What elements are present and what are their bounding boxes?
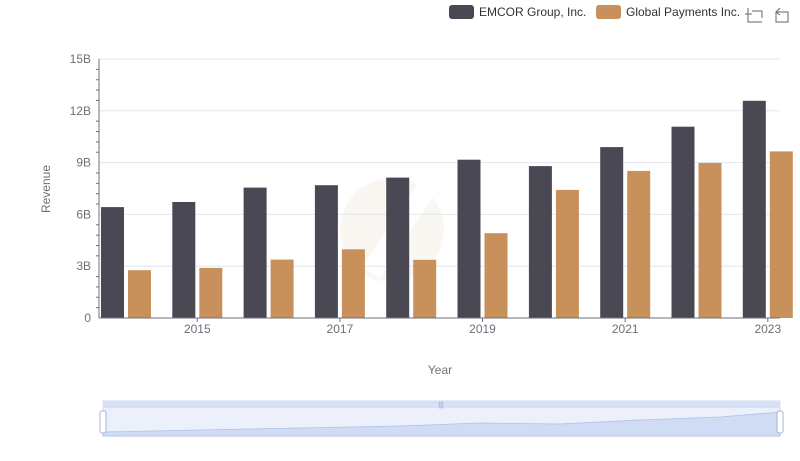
y-tick-label: 9B [76,156,91,170]
legend[interactable]: EMCOR Group, Inc. Global Payments Inc. [449,5,740,19]
bar-emcor-2018[interactable] [386,177,410,318]
bar-emcor-2019[interactable] [457,159,481,318]
bar-global-payments-2022[interactable] [698,162,722,318]
x-axis-ticks: 2015 2017 2019 2021 2023 [184,318,781,336]
bar-global-payments-2017[interactable] [341,249,365,318]
slider-grip-icon: ||| [438,402,444,409]
legend-label-emcor: EMCOR Group, Inc. [479,5,586,19]
x-tick-label: 2017 [327,322,354,336]
bar-emcor-2021[interactable] [600,147,624,318]
restore-icon[interactable] [775,7,789,23]
bar-global-payments-2019[interactable] [484,233,508,318]
x-tick-label: 2023 [754,322,781,336]
slider-area [102,411,781,437]
bar-emcor-2016[interactable] [243,187,267,318]
y-axis-title: Revenue [39,165,53,213]
bar-emcor-2023[interactable] [742,100,766,318]
bar-global-payments-2018[interactable] [413,259,437,318]
zoom-icon[interactable] [745,8,763,23]
legend-swatch-emcor [449,5,474,19]
bars[interactable] [101,100,793,318]
legend-swatch-global-payments [596,5,621,19]
bar-emcor-2015[interactable] [172,202,196,318]
bar-emcor-2017[interactable] [314,185,338,318]
slider-left-handle[interactable] [99,410,107,434]
legend-label-global-payments: Global Payments Inc. [626,5,740,19]
bar-emcor-2022[interactable] [671,126,695,318]
bar-global-payments-2016[interactable] [270,259,294,318]
y-axis-ticks: 0 3B 6B 9B 12B 15B [70,52,99,325]
bar-emcor-2014[interactable] [101,207,124,318]
slider-move-handle[interactable] [103,401,780,408]
bar-global-payments-2021[interactable] [627,170,651,318]
data-zoom-slider[interactable]: ||| [99,400,784,437]
bar-global-payments-2023[interactable] [769,151,793,318]
y-tick-label: 0 [84,311,91,325]
legend-item-global-payments[interactable]: Global Payments Inc. [596,5,740,19]
y-tick-label: 15B [70,52,91,66]
y-tick-label: 3B [76,259,91,273]
y-tick-label: 12B [70,104,91,118]
grid-lines [99,58,780,267]
legend-item-emcor[interactable]: EMCOR Group, Inc. [449,5,586,19]
x-tick-label: 2015 [184,322,211,336]
bar-global-payments-2020[interactable] [555,189,579,318]
bar-emcor-2020[interactable] [528,166,552,318]
y-tick-label: 6B [76,207,91,221]
bar-global-payments-2015[interactable] [199,267,223,318]
bar-global-payments-2014[interactable] [128,270,151,318]
x-tick-label: 2019 [469,322,496,336]
x-axis-title: Year [428,363,452,377]
x-tick-label: 2021 [612,322,639,336]
slider-right-handle[interactable] [776,410,784,434]
